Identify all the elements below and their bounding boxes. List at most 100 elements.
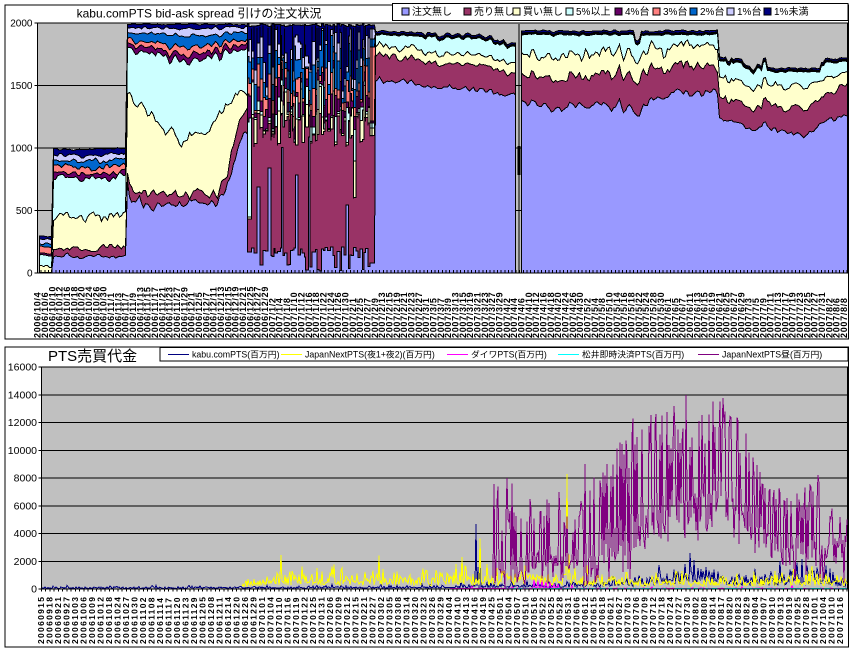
svg-text:注文無し: 注文無し xyxy=(412,5,452,18)
svg-text:3%台: 3%台 xyxy=(663,5,687,18)
svg-text:20061229: 20061229 xyxy=(249,596,259,644)
svg-text:20070320: 20070320 xyxy=(410,596,420,644)
svg-text:2007/7/5: 2007/7/5 xyxy=(751,297,761,338)
svg-text:20070522: 20070522 xyxy=(538,596,548,644)
svg-text:0: 0 xyxy=(27,269,33,280)
svg-text:2006/12/5: 2006/12/5 xyxy=(194,292,204,338)
svg-text:2007/4/6: 2007/4/6 xyxy=(517,297,527,338)
svg-text:2007/6/25: 2007/6/25 xyxy=(722,292,732,338)
svg-text:20070425: 20070425 xyxy=(487,596,497,644)
svg-text:2007/5/18: 2007/5/18 xyxy=(626,292,636,338)
svg-text:16000: 16000 xyxy=(8,362,37,374)
svg-text:20061009: 20061009 xyxy=(87,596,97,644)
svg-text:2007/3/27: 2007/3/27 xyxy=(487,292,497,338)
svg-text:2007/4/2: 2007/4/2 xyxy=(502,297,512,338)
svg-text:2007/8/6: 2007/8/6 xyxy=(832,297,842,338)
svg-text:20070928: 20070928 xyxy=(801,596,811,644)
svg-text:2007/2/19: 2007/2/19 xyxy=(392,292,402,338)
svg-text:20070116: 20070116 xyxy=(283,596,293,644)
svg-text:20070119: 20070119 xyxy=(291,596,301,644)
svg-text:20070314: 20070314 xyxy=(402,596,412,644)
svg-text:500: 500 xyxy=(16,206,33,217)
svg-text:20061030: 20061030 xyxy=(130,596,140,644)
svg-text:2007/6/13: 2007/6/13 xyxy=(692,292,702,338)
svg-text:2007/7/11: 2007/7/11 xyxy=(766,292,776,338)
svg-text:20060927: 20060927 xyxy=(62,596,72,644)
svg-text:2007/2/27: 2007/2/27 xyxy=(414,292,424,338)
svg-text:20070606: 20070606 xyxy=(572,596,582,644)
svg-text:14000: 14000 xyxy=(8,389,37,401)
svg-text:20061117: 20061117 xyxy=(164,597,174,644)
svg-text:20071010: 20071010 xyxy=(827,596,837,644)
svg-text:2007/3/1: 2007/3/1 xyxy=(421,297,431,338)
svg-text:kabu.comPTS bid-ask spread 引けの: kabu.comPTS bid-ask spread 引けの注文状況 xyxy=(77,6,322,21)
svg-text:6000: 6000 xyxy=(14,500,38,512)
svg-text:20061024: 20061024 xyxy=(113,596,123,644)
svg-text:20070419: 20070419 xyxy=(478,596,488,644)
svg-text:20070308: 20070308 xyxy=(393,596,403,644)
svg-text:20070706: 20070706 xyxy=(631,596,641,644)
svg-text:2006/12/1: 2006/12/1 xyxy=(187,292,197,338)
svg-text:2007/1/8: 2007/1/8 xyxy=(282,297,292,338)
svg-text:20070820: 20070820 xyxy=(725,596,735,644)
svg-text:2007/1/30: 2007/1/30 xyxy=(341,292,351,338)
svg-text:2007/7/19: 2007/7/19 xyxy=(788,292,798,338)
svg-text:20061120: 20061120 xyxy=(172,596,182,644)
svg-text:20061214: 20061214 xyxy=(223,596,233,644)
svg-text:2006/11/3: 2006/11/3 xyxy=(113,292,123,338)
svg-text:2000: 2000 xyxy=(14,556,38,568)
svg-text:20070209: 20070209 xyxy=(334,596,344,644)
svg-text:2007/4/18: 2007/4/18 xyxy=(546,292,556,338)
svg-text:20070621: 20070621 xyxy=(606,596,616,644)
svg-text:20070326: 20070326 xyxy=(427,596,437,644)
svg-text:20070510: 20070510 xyxy=(521,596,531,644)
svg-text:20070814: 20070814 xyxy=(708,596,718,644)
svg-text:2007/6/29: 2007/6/29 xyxy=(736,292,746,338)
svg-text:0: 0 xyxy=(31,584,37,596)
svg-text:2007/5/24: 2007/5/24 xyxy=(641,292,651,338)
svg-text:20061208: 20061208 xyxy=(206,596,216,644)
svg-text:20070919: 20070919 xyxy=(784,596,794,644)
svg-text:kabu.comPTS(百万円): kabu.comPTS(百万円) xyxy=(192,350,280,360)
svg-text:2007/1/24: 2007/1/24 xyxy=(326,292,336,338)
svg-text:20070528: 20070528 xyxy=(555,596,565,644)
svg-text:20061012: 20061012 xyxy=(96,596,106,644)
svg-text:2007/3/15: 2007/3/15 xyxy=(458,292,468,338)
svg-text:20070101: 20070101 xyxy=(257,596,267,644)
svg-text:2007/2/15: 2007/2/15 xyxy=(385,292,395,338)
svg-text:2006/11/1: 2006/11/1 xyxy=(106,292,116,338)
svg-text:2006/10/30: 2006/10/30 xyxy=(99,286,109,338)
svg-text:20070501: 20070501 xyxy=(495,596,505,644)
svg-text:2006/12/15: 2006/12/15 xyxy=(223,286,233,338)
svg-text:2006/12/29: 2006/12/29 xyxy=(260,286,270,338)
svg-text:20070227: 20070227 xyxy=(368,596,378,644)
svg-text:20070125: 20070125 xyxy=(308,596,318,644)
svg-text:2006/12/13: 2006/12/13 xyxy=(216,286,226,338)
svg-text:2007/8/8: 2007/8/8 xyxy=(839,297,849,338)
svg-text:2007/1/10: 2007/1/10 xyxy=(289,292,299,338)
svg-text:20070507: 20070507 xyxy=(512,596,522,644)
svg-text:20070808: 20070808 xyxy=(699,596,709,644)
svg-text:2007/3/13: 2007/3/13 xyxy=(451,292,461,338)
svg-text:2007/7/27: 2007/7/27 xyxy=(810,292,820,338)
svg-text:2006/10/20: 2006/10/20 xyxy=(77,286,87,338)
svg-text:20061114: 20061114 xyxy=(155,597,165,644)
svg-text:2007/3/21: 2007/3/21 xyxy=(473,292,483,338)
svg-text:2006/11/23: 2006/11/23 xyxy=(165,286,175,338)
svg-text:20061102: 20061102 xyxy=(138,596,148,644)
svg-text:2007/1/26: 2007/1/26 xyxy=(333,292,343,338)
svg-text:20070718: 20070718 xyxy=(657,596,667,644)
svg-text:2007/6/1: 2007/6/1 xyxy=(663,297,673,338)
svg-text:2007/5/4: 2007/5/4 xyxy=(590,297,600,338)
svg-text:2007/2/9: 2007/2/9 xyxy=(370,297,380,338)
svg-text:20070712: 20070712 xyxy=(648,596,658,644)
svg-text:20071016: 20071016 xyxy=(835,596,845,644)
svg-text:2007/4/24: 2007/4/24 xyxy=(561,292,571,338)
svg-text:2006/12/11: 2006/12/11 xyxy=(209,286,219,338)
svg-text:20070730: 20070730 xyxy=(682,596,692,644)
svg-text:20070122: 20070122 xyxy=(300,596,310,644)
svg-text:2007/4/4: 2007/4/4 xyxy=(509,297,519,338)
svg-text:20070618: 20070618 xyxy=(597,596,607,644)
svg-text:20061205: 20061205 xyxy=(198,596,208,644)
svg-text:PTS売買代金: PTS売買代金 xyxy=(48,348,137,365)
